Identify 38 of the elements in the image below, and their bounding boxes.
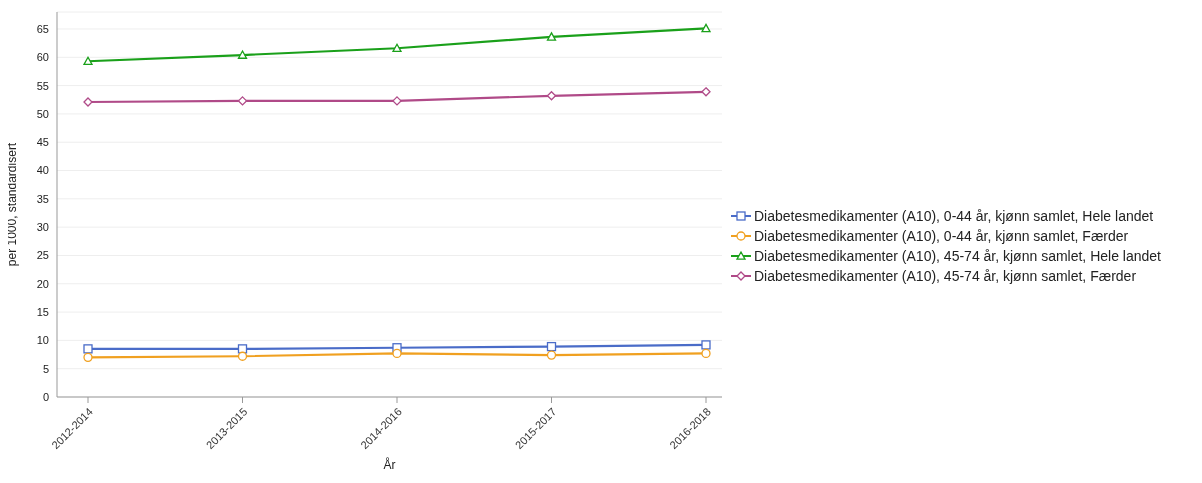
point [546, 32, 557, 41]
y-tick-label: 25 [36, 249, 49, 262]
point [701, 23, 711, 33]
y-tick-label: 65 [36, 22, 49, 35]
point [546, 350, 557, 360]
legend-label: Diabetesmedikamenter (A10), 0-44 år, kjønn samlet, Færder [754, 228, 1129, 244]
legend-label: Diabetesmedikamenter (A10), 45-74 år, kjønn samlet, Hele landet [754, 248, 1161, 264]
y-tick-label: 35 [36, 192, 49, 205]
point [83, 352, 93, 363]
y-axis-title: per 1000, standardisert [5, 142, 20, 267]
y-tick-label: 0 [42, 390, 49, 403]
y-tick-label: 55 [36, 79, 49, 92]
point [237, 96, 248, 106]
point [392, 43, 402, 53]
point [546, 341, 557, 352]
legend-label: Diabetesmedikamenter (A10), 0-44 år, kjønn samlet, Hele landet [754, 208, 1154, 224]
point [83, 344, 93, 354]
y-tick-label: 30 [36, 221, 49, 234]
y-tick-label: 45 [36, 136, 49, 149]
y-tick-label: 20 [36, 277, 49, 290]
point [701, 340, 711, 350]
point [701, 348, 711, 359]
point [83, 56, 93, 66]
point [392, 96, 402, 106]
y-tick-label: 40 [36, 164, 49, 177]
y-tick-label: 5 [42, 362, 49, 375]
point [392, 348, 402, 359]
point [701, 87, 711, 97]
legend-label: Diabetesmedikamenter (A10), 45-74 år, kjønn samlet, Færder [754, 268, 1137, 284]
y-tick-label: 15 [36, 305, 49, 318]
x-axis-title: År [383, 457, 396, 472]
point [237, 50, 248, 59]
point [237, 344, 248, 354]
point [237, 351, 248, 361]
point [546, 91, 557, 101]
y-tick-label: 10 [36, 334, 49, 347]
y-tick-label: 50 [36, 107, 49, 120]
y-tick-label: 60 [36, 51, 49, 64]
